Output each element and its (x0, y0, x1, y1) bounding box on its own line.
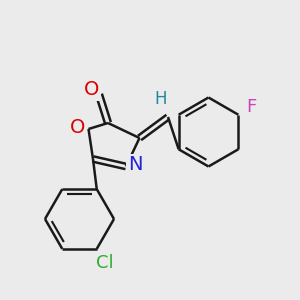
Text: O: O (84, 80, 99, 100)
Text: O: O (70, 118, 86, 137)
Text: Cl: Cl (96, 254, 114, 272)
Text: H: H (154, 90, 167, 108)
Text: N: N (128, 155, 142, 175)
Text: F: F (246, 98, 256, 116)
